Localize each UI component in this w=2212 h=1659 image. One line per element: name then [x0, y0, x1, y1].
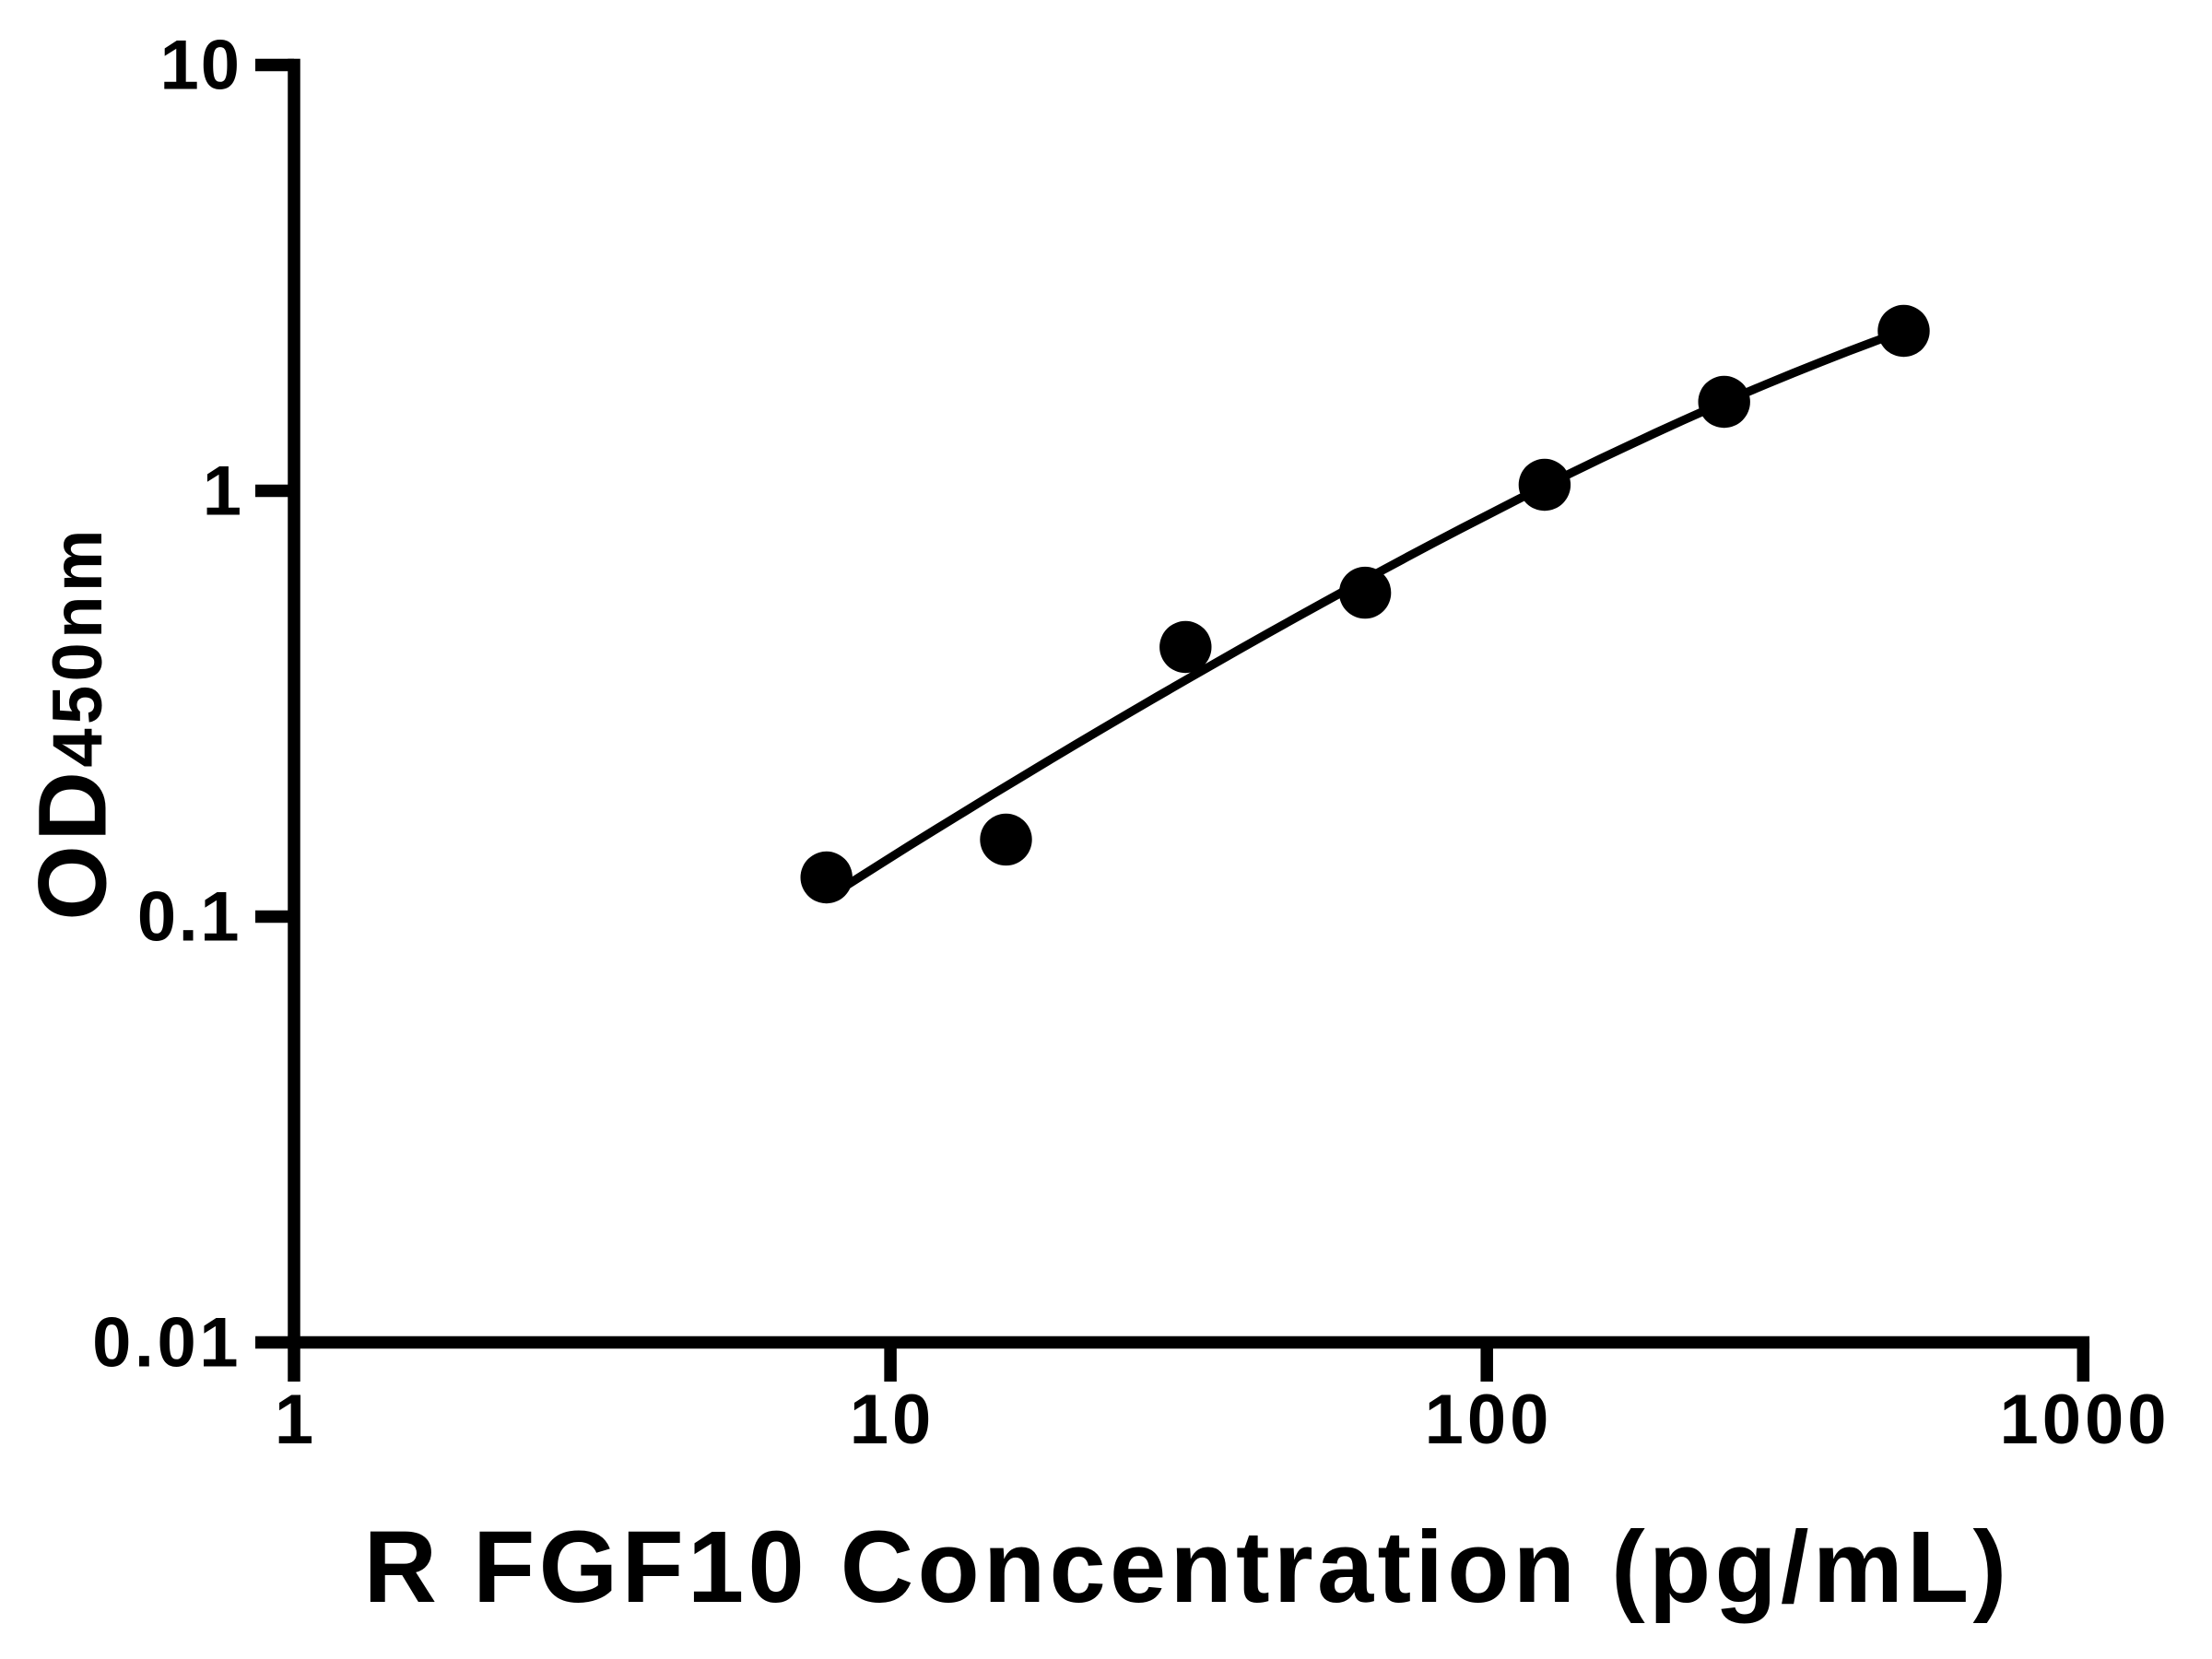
svg-text:1000: 1000 [1999, 1381, 2170, 1459]
svg-text:1: 1 [275, 1381, 313, 1459]
svg-text:OD450nm: OD450nm [19, 525, 127, 920]
svg-text:R FGF10 Concentration (pg/mL): R FGF10 Concentration (pg/mL) [364, 1511, 2011, 1624]
svg-text:1: 1 [203, 453, 241, 531]
svg-text:10: 10 [850, 1381, 935, 1459]
svg-text:100: 100 [1425, 1381, 1553, 1459]
svg-text:10: 10 [159, 27, 241, 105]
svg-text:0.1: 0.1 [137, 878, 241, 957]
svg-text:0.01: 0.01 [92, 1304, 241, 1382]
